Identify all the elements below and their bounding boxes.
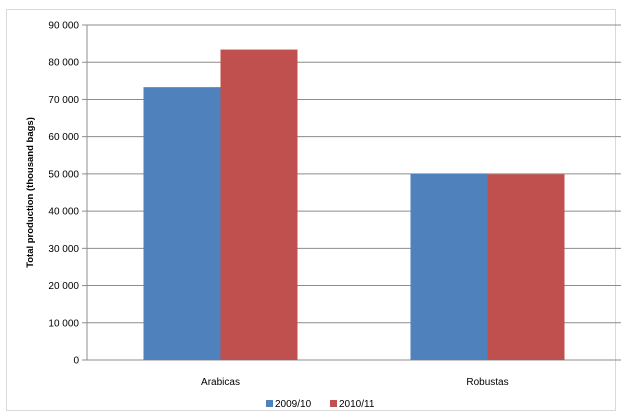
- y-tick-label: 10 000: [48, 318, 79, 329]
- y-tick-label: 0: [73, 356, 79, 367]
- bar-robustas-1: [487, 174, 565, 360]
- y-tick-label: 80 000: [48, 58, 79, 69]
- y-tick-label: 50 000: [48, 169, 79, 180]
- y-tick-label: 60 000: [48, 132, 79, 143]
- y-tick-label: 70 000: [48, 95, 79, 106]
- legend: 2009/10 2010/11: [266, 399, 375, 410]
- legend-label: 2010/11: [339, 399, 375, 410]
- x-tick-label: Robustas: [466, 377, 508, 388]
- legend-swatch: [266, 400, 273, 407]
- y-axis-label: Total production (thousand bags): [25, 117, 36, 268]
- y-tick-label: 30 000: [48, 244, 79, 255]
- bar-arabicas-0: [143, 87, 221, 361]
- bars: [143, 49, 565, 361]
- x-tick-labels: Arabicas Robustas: [201, 377, 509, 388]
- x-tick-label: Arabicas: [201, 377, 240, 388]
- bar-arabicas-1: [220, 49, 298, 361]
- y-tick-label: 40 000: [48, 207, 79, 218]
- bar-robustas-0: [410, 173, 488, 360]
- y-tick-label: 20 000: [48, 281, 79, 292]
- legend-swatch: [330, 400, 337, 407]
- y-tick-labels: 0 10 000 20 000 30 000 40 000 50 000 60 000 70 …: [48, 21, 79, 367]
- legend-label: 2009/10: [275, 399, 312, 410]
- y-tick-label: 90 000: [48, 21, 79, 32]
